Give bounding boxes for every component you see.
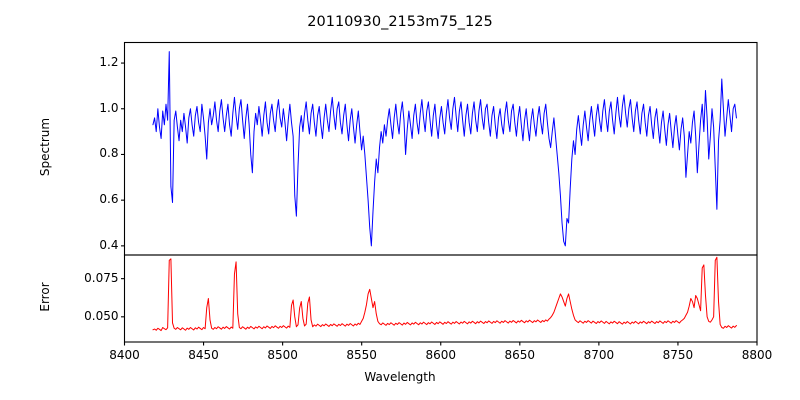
figure-title: 20110930_2153m75_125 bbox=[307, 14, 493, 30]
xtick-label: 8700 bbox=[583, 348, 615, 362]
error-axis-label: Error bbox=[38, 281, 52, 312]
xtick-label: 8500 bbox=[267, 348, 298, 362]
xtick-label: 8650 bbox=[504, 348, 536, 362]
xtick-label: 8550 bbox=[346, 348, 377, 362]
spectrum-ytick-label: 1.2 bbox=[99, 55, 119, 70]
xtick-label: 8800 bbox=[741, 348, 773, 362]
spectrum-ytick-label: 0.6 bbox=[99, 192, 119, 207]
error-ytick-label: 0.075 bbox=[84, 270, 119, 285]
spectrum-ytick-label: 0.8 bbox=[99, 146, 119, 161]
error-panel-frame-spine bbox=[123, 254, 758, 343]
xtick-label: 8400 bbox=[109, 348, 140, 362]
spectrum-ytick-label: 0.4 bbox=[99, 237, 119, 252]
spectrum-ytick-label: 1.0 bbox=[99, 100, 119, 115]
xtick-label: 8750 bbox=[662, 348, 694, 362]
spectrum-trace bbox=[152, 51, 737, 247]
spectrum-panel-frame bbox=[123, 41, 758, 256]
xtick-label: 8600 bbox=[425, 348, 457, 362]
error-trace bbox=[152, 256, 737, 332]
error-ytick-label: 0.050 bbox=[84, 308, 119, 323]
xtick-label: 8450 bbox=[188, 348, 219, 362]
spectrum-panel-frame-spine bbox=[123, 41, 758, 256]
error-panel-frame bbox=[123, 254, 758, 343]
wavelength-axis-label: Wavelength bbox=[364, 370, 436, 384]
